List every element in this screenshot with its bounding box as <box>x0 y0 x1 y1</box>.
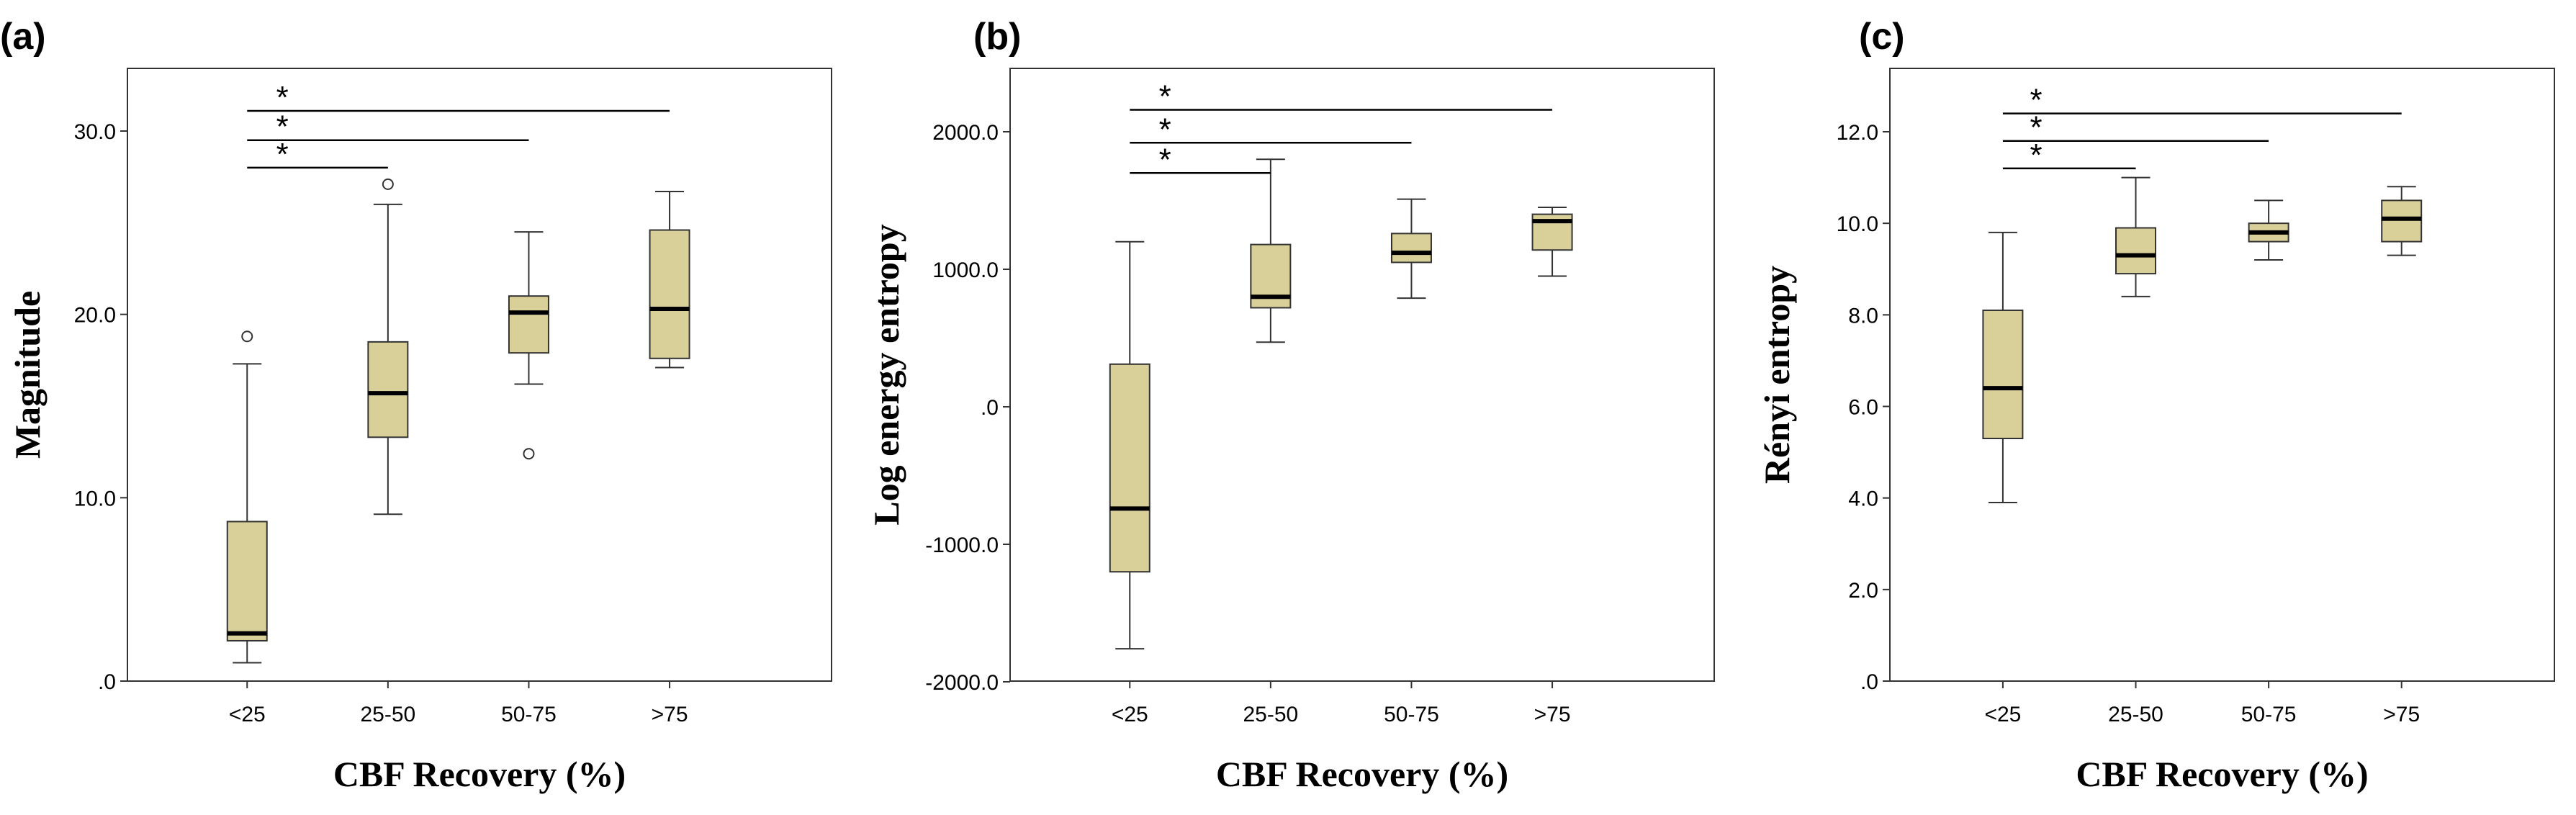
box->75 <box>2381 186 2423 256</box>
x-tick-label: >75 <box>2383 703 2420 726</box>
x-axis-title: CBF Recovery (%) <box>1216 754 1508 794</box>
significance-star: * <box>2030 110 2042 145</box>
y-axis-title: Log energy entropy <box>866 224 906 525</box>
box-body <box>1390 233 1432 264</box>
significance-star: * <box>2030 138 2042 173</box>
panel-c: (c) .0 2.0 4.0 6.0 8.0 10.0 12.0 <25 25-50 50-75 >7… <box>1757 16 2555 794</box>
y-tick-label: 2.0 <box>1848 579 1878 603</box>
box-25-50 <box>2115 176 2157 297</box>
box-body <box>226 521 268 641</box>
box-50-75 <box>1390 198 1432 300</box>
box-body <box>649 229 690 359</box>
significance-star: * <box>276 109 289 145</box>
box-50-75 <box>508 231 549 460</box>
y-tick-label: -1000.0 <box>925 533 999 557</box>
y-tick-label: 12.0 <box>1837 121 1878 145</box>
panel-b: (b) -2000.0 -1000.0 .0 1000.0 2000.0 <25 25-50 5… <box>866 16 1715 794</box>
y-tick-label: 2000.0 <box>932 121 999 145</box>
outlier-point <box>382 178 394 190</box>
x-axis-title: CBF Recovery (%) <box>333 754 626 794</box>
y-tick-label: 8.0 <box>1848 304 1878 328</box>
x-axis-title: CBF Recovery (%) <box>2076 754 2368 794</box>
y-axis-title: Rényi entropy <box>1757 266 1797 484</box>
y-tick-label: .0 <box>981 396 999 420</box>
y-tick-label: 6.0 <box>1848 396 1878 420</box>
x-tick-label: 25-50 <box>1243 703 1298 726</box>
box-50-75 <box>2248 199 2289 261</box>
box-<25 <box>1982 231 2024 504</box>
x-tick-label: 50-75 <box>2241 703 2297 726</box>
outlier-point <box>523 448 535 460</box>
y-tick-label: .0 <box>98 670 116 694</box>
x-tick-label: 25-50 <box>2108 703 2163 726</box>
box-body <box>2115 227 2157 275</box>
plot-frame <box>127 68 832 682</box>
significance-star: * <box>1159 78 1171 114</box>
box-body <box>2381 199 2423 243</box>
outlier-point <box>241 330 253 343</box>
box-body <box>1109 363 1150 573</box>
y-tick-label: 20.0 <box>74 304 116 328</box>
box-25-50 <box>367 178 409 515</box>
box-body <box>367 341 409 438</box>
significance-star: * <box>1159 112 1171 147</box>
plot-frame <box>1009 68 1715 682</box>
box-body <box>508 295 549 354</box>
plot-frame <box>1889 68 2555 682</box>
panel-label: (a) <box>0 16 46 58</box>
x-tick-label: <25 <box>229 703 266 726</box>
y-tick-label: 30.0 <box>74 120 116 144</box>
x-tick-label: >75 <box>652 703 688 726</box>
panel-label: (b) <box>973 16 1021 58</box>
x-tick-label: 50-75 <box>1384 703 1439 726</box>
significance-star: * <box>2030 83 2042 118</box>
significance-star: * <box>1159 142 1171 177</box>
y-tick-label: .0 <box>1860 670 1878 694</box>
y-tick-label: -2000.0 <box>925 671 999 695</box>
box-body <box>1982 309 2024 440</box>
y-tick-label: 10.0 <box>74 487 116 510</box>
x-tick-label: >75 <box>1534 703 1571 726</box>
y-tick-label: 10.0 <box>1837 212 1878 236</box>
panel-a: (a) .0 10.0 20.0 30.0 <25 25-50 50-75 >75 CBF Rec… <box>0 16 832 794</box>
box->75 <box>1531 207 1573 277</box>
box-25-50 <box>1250 158 1292 343</box>
y-tick-label: 4.0 <box>1848 487 1878 511</box>
panel-label: (c) <box>1859 16 1905 58</box>
x-tick-label: <25 <box>1112 703 1148 726</box>
x-tick-label: 50-75 <box>501 703 557 726</box>
box-<25 <box>226 330 268 664</box>
y-axis-title: Magnitude <box>7 291 48 459</box>
significance-star: * <box>276 137 289 172</box>
x-tick-label: <25 <box>1984 703 2021 726</box>
significance-star: * <box>276 80 289 115</box>
box-<25 <box>1109 240 1150 650</box>
x-tick-label: 25-50 <box>360 703 415 726</box>
y-tick-label: 1000.0 <box>932 258 999 282</box>
box->75 <box>649 191 690 369</box>
